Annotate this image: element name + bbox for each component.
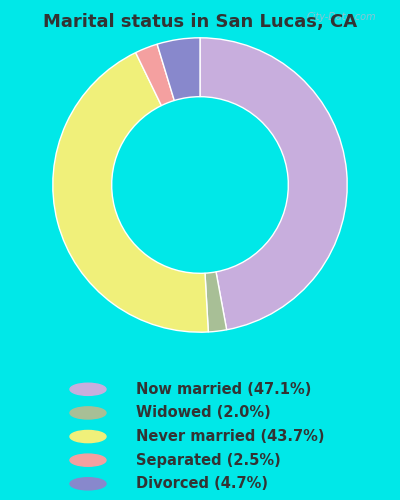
Text: Divorced (4.7%): Divorced (4.7%)	[136, 476, 268, 492]
Wedge shape	[205, 272, 227, 332]
Wedge shape	[157, 38, 200, 100]
Text: Now married (47.1%): Now married (47.1%)	[136, 382, 311, 397]
Circle shape	[70, 454, 106, 466]
Wedge shape	[200, 38, 347, 330]
Circle shape	[70, 407, 106, 419]
Text: Widowed (2.0%): Widowed (2.0%)	[136, 406, 271, 420]
Wedge shape	[53, 52, 208, 332]
Text: Marital status in San Lucas, CA: Marital status in San Lucas, CA	[43, 12, 357, 30]
Text: Separated (2.5%): Separated (2.5%)	[136, 452, 281, 468]
Circle shape	[70, 478, 106, 490]
Text: Never married (43.7%): Never married (43.7%)	[136, 429, 324, 444]
Circle shape	[70, 430, 106, 442]
Circle shape	[70, 383, 106, 396]
Wedge shape	[136, 44, 174, 106]
Text: City-Data.com: City-Data.com	[307, 12, 377, 22]
